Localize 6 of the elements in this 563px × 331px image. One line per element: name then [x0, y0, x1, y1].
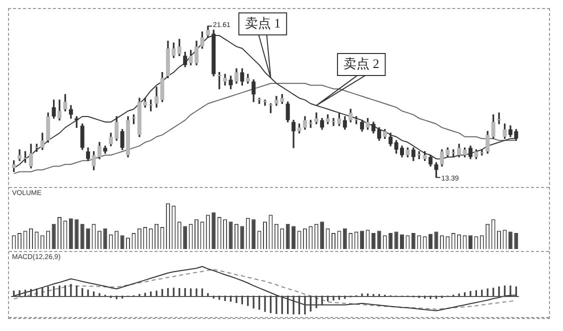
candlestick: [263, 100, 267, 106]
annotation: 卖点 2: [343, 56, 380, 71]
bar: [103, 228, 108, 249]
bar: [183, 226, 188, 249]
candlestick: [497, 112, 502, 124]
annotation: 卖点 1: [244, 15, 281, 30]
